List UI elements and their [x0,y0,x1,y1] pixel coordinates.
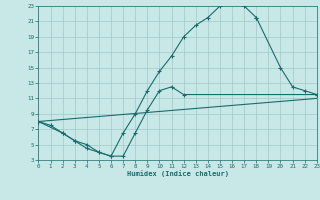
X-axis label: Humidex (Indice chaleur): Humidex (Indice chaleur) [127,171,228,177]
